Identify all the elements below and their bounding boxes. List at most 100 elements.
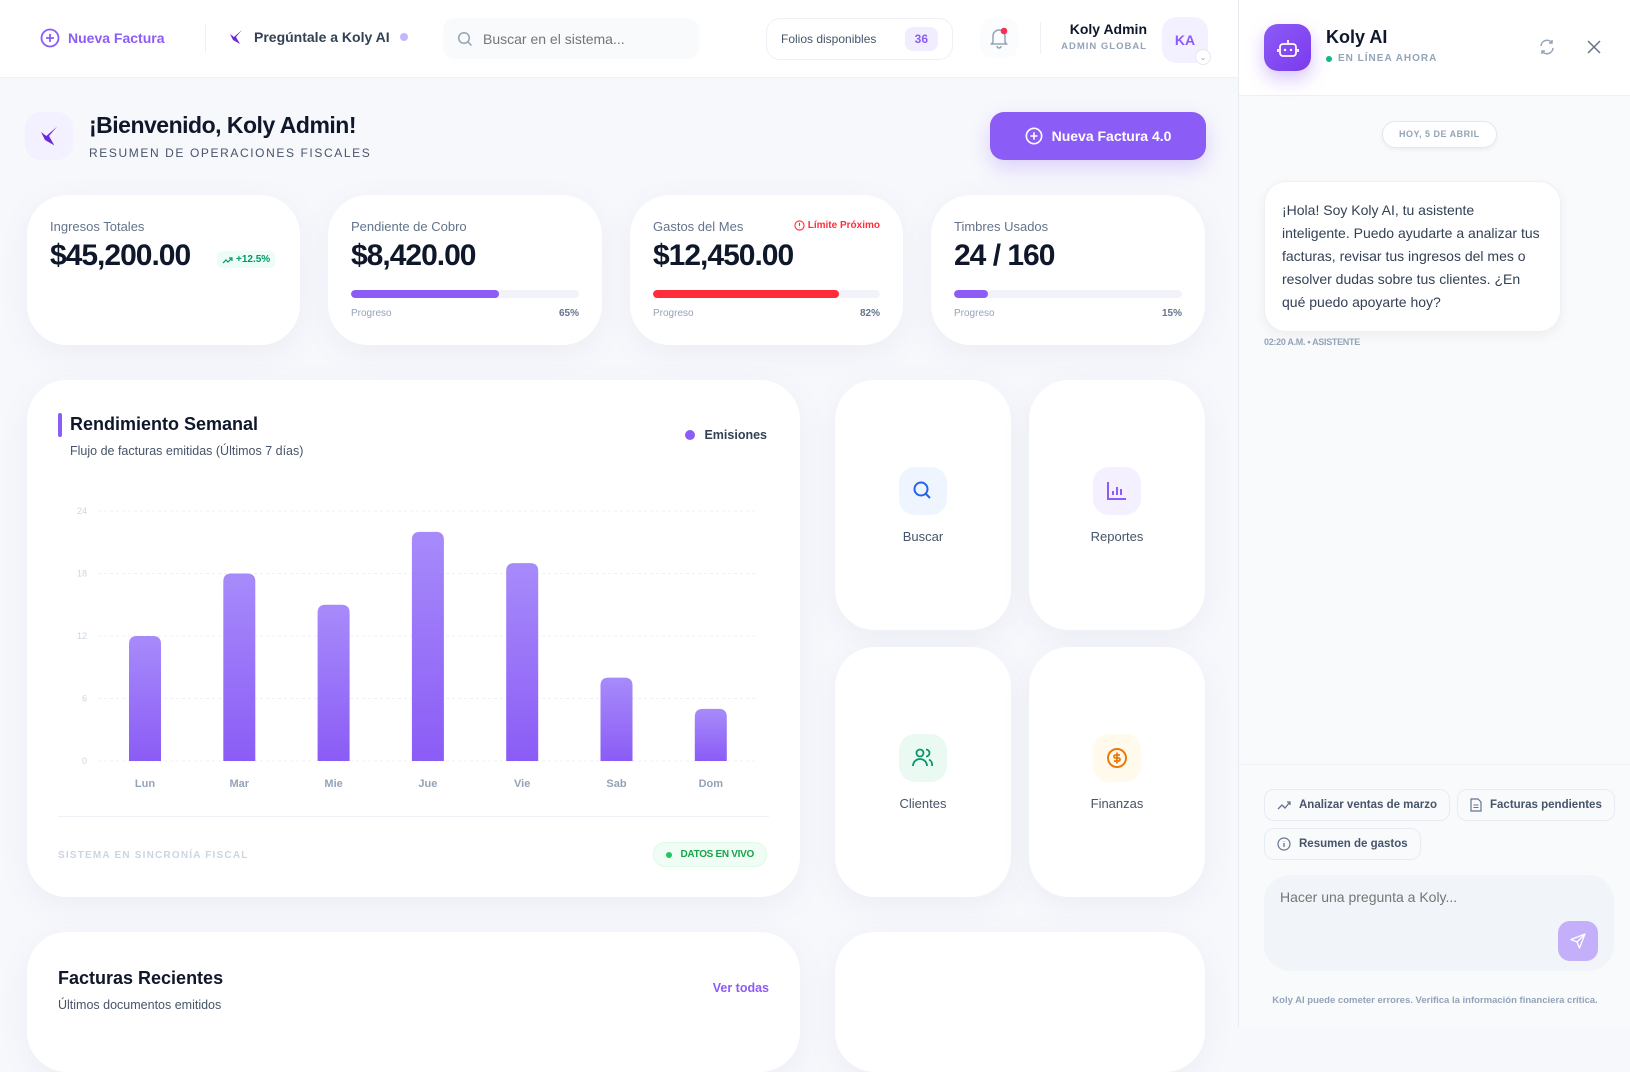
chat-input-box (1264, 875, 1614, 971)
live-dot (666, 851, 673, 858)
refresh-icon[interactable] (1538, 38, 1556, 56)
plus-circle-icon (40, 28, 60, 48)
limit-warning-text: Límite Próximo (807, 220, 880, 231)
bar-mar[interactable] (223, 573, 256, 762)
stat-value: 24 / 160 (954, 239, 1055, 272)
bot-avatar (1264, 24, 1311, 71)
bar-jue[interactable] (411, 531, 444, 761)
bar-vie[interactable] (506, 563, 539, 761)
y-tick-label: 12 (77, 631, 87, 641)
bar-mie[interactable] (317, 604, 350, 761)
recent-invoices-card: Facturas Recientes Últimos documentos em… (27, 932, 800, 1072)
ask-ai-link[interactable]: Pregúntale a Koly AI (228, 28, 408, 46)
limit-warning: Límite Próximo (794, 220, 880, 231)
new-invoice-button[interactable]: Nueva Factura 4.0 (990, 112, 1206, 160)
sync-status: SISTEMA EN SINCRONÍA FISCAL (58, 850, 249, 861)
quick-action-reportes[interactable]: Reportes (1029, 380, 1205, 630)
ai-disclaimer: Koly AI puede cometer errores. Verifica … (1272, 995, 1598, 1006)
koly-logo-icon (230, 30, 242, 44)
stat-card-pending: Pendiente de Cobro $8,420.00 Progreso 65… (328, 195, 602, 345)
bar-chart-icon (1107, 481, 1126, 500)
stat-label: Ingresos Totales (50, 219, 145, 234)
suggestion-analyze-sales[interactable]: Analizar ventas de marzo (1264, 789, 1451, 821)
date-separator: HOY, 5 DE ABRIL (1382, 121, 1497, 148)
progress-value: 15% (1161, 308, 1182, 319)
view-all-link[interactable]: Ver todas (712, 981, 769, 995)
bot-icon (1276, 39, 1299, 57)
bell-icon (990, 27, 1008, 49)
quick-action-icon-box (899, 466, 947, 515)
side-card (835, 932, 1205, 1072)
brand-logo (25, 112, 73, 160)
quick-action-finanzas[interactable]: Finanzas (1029, 647, 1205, 897)
assistant-message: ¡Hola! Soy Koly AI, tu asistente intelig… (1264, 181, 1561, 332)
growth-badge: +12.5% (217, 251, 276, 268)
suggestion-expense-summary[interactable]: Resumen de gastos (1264, 828, 1421, 860)
chart-subtitle: Flujo de facturas emitidas (Últimos 7 dí… (70, 444, 304, 458)
new-invoice-link[interactable]: Nueva Factura (40, 28, 164, 48)
recent-subtitle: Últimos documentos emitidos (58, 998, 222, 1012)
title-accent (58, 413, 62, 437)
stat-card-expenses: Gastos del Mes Límite Próximo $12,450.00… (630, 195, 903, 345)
send-icon (1570, 933, 1586, 949)
suggestion-pending-invoices[interactable]: Facturas pendientes (1457, 789, 1615, 821)
progress-fill (351, 290, 500, 298)
dollar-circle-icon (1107, 747, 1127, 768)
assistant-status-text: EN LÍNEA AHORA (1338, 53, 1438, 64)
chart-legend: Emisiones (685, 428, 767, 442)
y-tick-label: 24 (77, 506, 87, 516)
growth-value: +12.5% (236, 254, 271, 265)
bar-sab[interactable] (600, 677, 633, 761)
send-button[interactable] (1558, 921, 1598, 961)
progress-fill (653, 290, 840, 298)
progress-label: Progreso (954, 308, 995, 319)
live-data-badge: DATOS EN VIVO (653, 842, 767, 867)
folios-badge: 36 (904, 27, 938, 51)
assistant-name: Koly AI (1326, 27, 1388, 47)
quick-action-clientes[interactable]: Clientes (835, 647, 1011, 897)
divider (1040, 22, 1041, 54)
chat-input[interactable] (1280, 889, 1540, 919)
page-subtitle: RESUMEN DE OPERACIONES FISCALES (89, 146, 372, 160)
search-input[interactable] (483, 30, 683, 47)
bar-dom[interactable] (694, 708, 727, 761)
stat-value: $45,200.00 (50, 239, 191, 272)
notifications-button[interactable] (980, 18, 1018, 58)
bar-chart: 0 6 12 18 24 Lun Mar Mie Jue Vie Sab Dom (77, 506, 758, 790)
document-icon (1470, 798, 1482, 812)
top-bar: Nueva Factura Pregúntale a Koly AI Folio… (0, 0, 1238, 78)
quick-action-buscar[interactable]: Buscar (835, 380, 1011, 630)
users-icon (912, 748, 933, 766)
panel-header: Koly AI EN LÍNEA AHORA (1239, 0, 1630, 96)
plus-circle-icon (1025, 127, 1043, 145)
quick-action-icon-box (1093, 733, 1141, 782)
x-tick-label: Lun (135, 778, 155, 790)
quick-action-label: Buscar (902, 528, 944, 544)
quick-action-label: Finanzas (1090, 795, 1144, 811)
page-title: ¡Bienvenido, Koly Admin! (89, 112, 357, 138)
x-tick-label: Dom (699, 778, 724, 790)
search-box[interactable] (443, 18, 699, 59)
x-tick-label: Mie (324, 778, 342, 790)
suggestion-label: Analizar ventas de marzo (1299, 799, 1438, 811)
stat-card-stamps: Timbres Usados 24 / 160 Progreso 15% (931, 195, 1205, 345)
close-icon[interactable] (1586, 39, 1602, 55)
legend-swatch (685, 430, 696, 440)
folios-label: Folios disponibles (781, 32, 877, 46)
status-dot (399, 33, 408, 41)
ask-ai-label: Pregúntale a Koly AI (254, 29, 390, 45)
new-invoice-label: Nueva Factura (68, 30, 165, 46)
bar-lun[interactable] (129, 636, 161, 761)
koly-logo-icon (41, 126, 57, 146)
x-tick-label: Vie (514, 778, 530, 790)
quick-action-label: Clientes (899, 795, 947, 811)
new-invoice-button-label: Nueva Factura 4.0 (1051, 128, 1172, 144)
online-dot (1326, 55, 1332, 62)
progress-bar (351, 290, 579, 298)
info-icon (1277, 837, 1291, 851)
ai-assistant-panel: Koly AI EN LÍNEA AHORA HOY, 5 DE ABRIL ¡… (1238, 0, 1630, 1027)
chevron-down-icon[interactable]: ⌄ (1195, 49, 1211, 65)
quick-action-icon-box (899, 733, 947, 782)
progress-fill (954, 290, 989, 298)
stat-value: $8,420.00 (351, 239, 476, 272)
